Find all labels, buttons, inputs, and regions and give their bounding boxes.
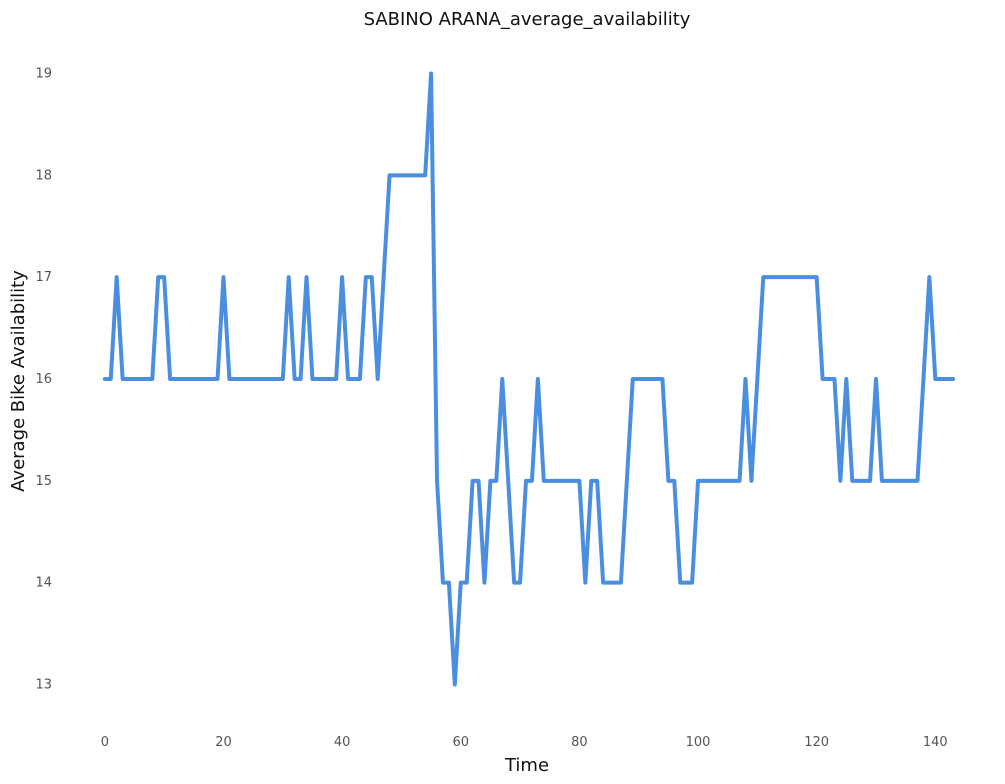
x-axis: 0 20 40 60 80 100 120 140: [101, 735, 948, 750]
y-tick-label: 16: [35, 372, 52, 387]
availability-line: [102, 71, 956, 687]
x-tick-label: 120: [804, 735, 829, 750]
y-tick-label: 19: [35, 67, 52, 82]
x-tick-label: 40: [334, 735, 351, 750]
x-tick-label: 80: [571, 735, 588, 750]
x-tick-label: 100: [686, 735, 711, 750]
y-tick-label: 17: [35, 270, 52, 285]
x-tick-label: 140: [923, 735, 948, 750]
y-tick-label: 14: [35, 576, 52, 591]
chart-title: SABINO ARANA_average_availability: [364, 9, 691, 30]
y-axis-label: Average Bike Availability: [8, 270, 29, 492]
x-tick-label: 0: [101, 735, 109, 750]
x-axis-label: Time: [504, 755, 549, 776]
y-tick-label: 18: [35, 168, 52, 183]
y-axis: 13 14 15 16 17 18 19: [35, 67, 52, 693]
y-tick-label: 13: [35, 677, 52, 692]
x-tick-label: 20: [215, 735, 232, 750]
y-tick-label: 15: [35, 474, 52, 489]
x-tick-label: 60: [452, 735, 469, 750]
